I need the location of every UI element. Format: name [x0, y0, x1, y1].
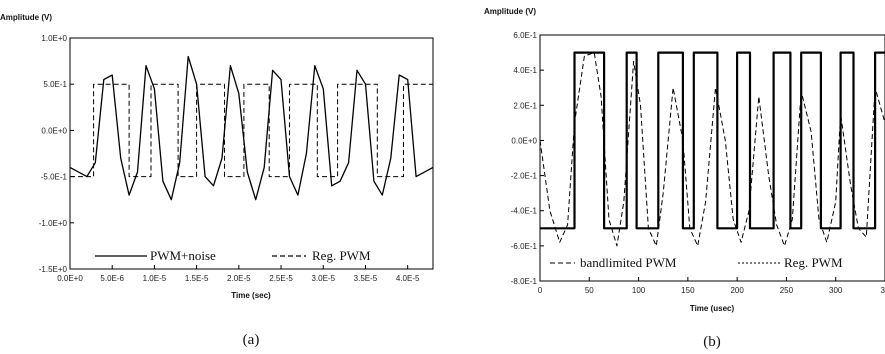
- chart-b-ytick-label: -2.0E-1: [511, 172, 538, 181]
- legend-a-entry-1-label: PWM+noise: [150, 248, 216, 263]
- chart-a-ytick-label: -5.0E-1: [41, 173, 68, 182]
- chart-b-caption: (b): [703, 334, 721, 350]
- chart-b-xtick-label: 200: [730, 286, 744, 295]
- legend-b-entry-1-label: bandlimited PWM: [580, 255, 677, 270]
- chart-a-xtick-label: 5.0E-6: [100, 274, 124, 283]
- chart-a-yticks: 1.0E+0 5.0E-1 0.0E+0 -5.0E-1 -1.0E+0 -1.5E+0: [39, 34, 74, 274]
- legend-b-entry-2-label: Reg. PWM: [784, 255, 843, 270]
- chart-b-xtick-label: 250: [780, 286, 794, 295]
- chart-a-ytick-label: 1.0E+0: [41, 34, 67, 43]
- chart-b-ytick-label: 0.0E+0: [511, 136, 537, 145]
- chart-a-xlabel: Time (sec): [231, 291, 271, 300]
- chart-a-ytick-label: 0.0E+0: [41, 126, 67, 135]
- chart-b-ytick-label: 6.0E-1: [513, 31, 537, 40]
- chart-b-series-2-line: [540, 51, 885, 230]
- chart-a-xtick-label: 3.0E-5: [311, 274, 335, 283]
- chart-a: Amplitude (V) 1.0E+0 5.0E-1 0.0E+0 -5.0E-1 -…: [0, 13, 434, 348]
- chart-a-xtick-label: 2.0E-5: [227, 274, 251, 283]
- chart-b-xtick-label: 50: [585, 286, 594, 295]
- chart-a-plot-frame: [69, 37, 434, 270]
- chart-b-ytick-label: 2.0E-1: [513, 101, 537, 110]
- chart-a-xtick-label: 1.5E-5: [185, 274, 209, 283]
- chart-a-xtick-label: 1.0E-5: [143, 274, 167, 283]
- chart-b-xtick-label: 300: [829, 286, 843, 295]
- chart-a-legend: PWM+noise Reg. PWM: [95, 248, 371, 263]
- legend-a-entry-2-label: Reg. PWM: [312, 248, 371, 263]
- chart-b-xtick-label: 150: [681, 286, 695, 295]
- chart-a-ytick-label: 5.0E-1: [43, 80, 67, 89]
- chart-b-plot-frame: [539, 34, 885, 282]
- chart-a-ytick-label: -1.0E+0: [39, 219, 68, 228]
- chart-a-series: [69, 55, 434, 201]
- chart-b-ytick-label: -8.0E-1: [511, 277, 538, 286]
- chart-a-series-1-line: [69, 55, 434, 201]
- chart-b-xtick-label: 100: [632, 286, 646, 295]
- chart-b-xtick-label: 35: [881, 286, 885, 295]
- chart-a-xticks: 0.0E+0 5.0E-6 1.0E-5 1.5E-5 2.0E-5 2.5E-5 3.0E…: [57, 265, 420, 283]
- chart-b-xticks: 0 50 100 150 200 250 300 35: [538, 277, 885, 295]
- chart-b-series-1-line: [539, 52, 885, 247]
- chart-b-xtick-label: 0: [538, 286, 543, 295]
- chart-b: Amplitude (V) 6.0E-1 4.0E-1 2.0E-1 0.0E+0 -2…: [484, 7, 885, 350]
- chart-b-xlabel: Time (usec): [690, 304, 735, 313]
- chart-b-ytick-label: -4.0E-1: [511, 207, 538, 216]
- chart-a-caption: (a): [243, 332, 260, 348]
- chart-b-legend: bandlimited PWM Reg. PWM: [550, 255, 843, 270]
- chart-a-xtick-label: 2.5E-5: [269, 274, 293, 283]
- chart-b-ylabel: Amplitude (V): [484, 7, 536, 16]
- chart-b-yticks: 6.0E-1 4.0E-1 2.0E-1 0.0E+0 -2.0E-1 -4.0E-1 -6…: [511, 31, 544, 286]
- chart-a-xtick-label: 4.0E-5: [396, 274, 420, 283]
- chart-a-ylabel: Amplitude (V): [0, 13, 52, 22]
- chart-b-ytick-label: -6.0E-1: [511, 242, 538, 251]
- chart-a-xtick-label: 3.5E-5: [354, 274, 378, 283]
- chart-a-xtick-label: 0.0E+0: [57, 274, 83, 283]
- chart-b-series: [539, 51, 885, 247]
- chart-a-ytick-label: -1.5E+0: [39, 265, 68, 274]
- chart-b-ytick-label: 4.0E-1: [513, 66, 537, 75]
